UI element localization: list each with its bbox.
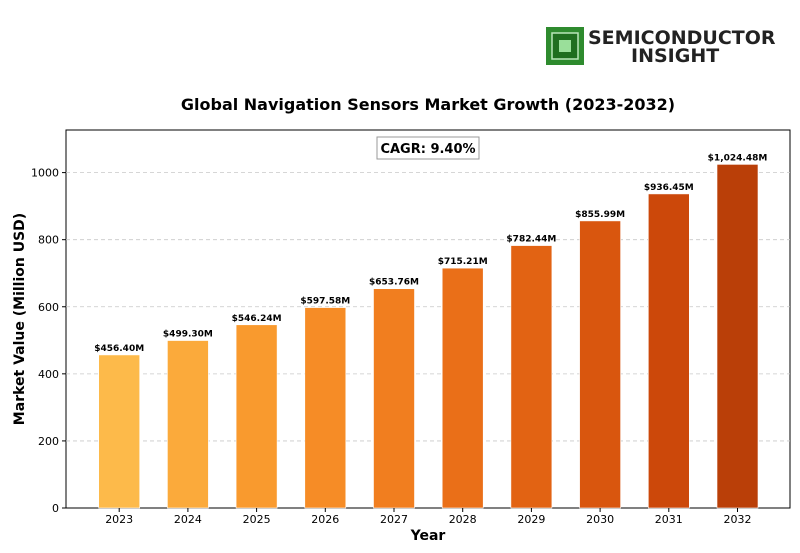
bar-2023 <box>98 354 140 509</box>
data-label-2031: $936.45M <box>644 183 694 193</box>
logo-line2: INSIGHT <box>631 45 719 67</box>
bar-2024 <box>167 340 209 509</box>
data-label-2030: $855.99M <box>575 210 625 220</box>
cagr-box <box>376 136 480 160</box>
y-tick-label: 800 <box>38 234 59 247</box>
chart-title: Global Navigation Sensors Market Growth … <box>181 95 675 114</box>
x-tick-label-2023: 2023 <box>105 513 133 526</box>
bar-2026 <box>304 307 347 509</box>
chip-logo-core <box>559 40 571 52</box>
bar-2029 <box>510 245 553 509</box>
y-tick-label: 400 <box>38 368 59 381</box>
cagr-text: CAGR: 9.40% <box>380 142 475 157</box>
bar-2028 <box>441 267 484 509</box>
bar-2025 <box>235 324 278 509</box>
x-tick-label-2032: 2032 <box>724 513 752 526</box>
y-tick-label: 0 <box>52 502 59 515</box>
x-axis-label: Year <box>410 528 446 544</box>
x-tick-label-2031: 2031 <box>655 513 683 526</box>
y-tick-label: 200 <box>38 435 59 448</box>
y-ticks: 0 200 400 600 800 1000 <box>31 167 66 515</box>
plot-frame <box>65 129 791 509</box>
bar-2031 <box>647 193 690 509</box>
logo-line1: SEMICONDUCTOR <box>588 27 776 49</box>
data-label-2026: $597.58M <box>300 297 350 307</box>
x-tick-label-2029: 2029 <box>517 513 545 526</box>
x-tick-label-2028: 2028 <box>449 513 477 526</box>
bar-2032 <box>716 164 759 509</box>
data-label-2029: $782.44M <box>506 235 556 245</box>
x-tick-label-2024: 2024 <box>174 513 202 526</box>
data-label-2024: $499.30M <box>163 330 213 340</box>
x-tick-label-2025: 2025 <box>243 513 271 526</box>
x-tick-label-2027: 2027 <box>380 513 408 526</box>
bar-2027 <box>373 288 415 509</box>
data-label-2032: $1,024.48M <box>708 153 768 163</box>
y-axis-label: Market Value (Million USD) <box>12 213 28 425</box>
y-tick-label: 600 <box>38 301 59 314</box>
x-tick-label-2030: 2030 <box>586 513 614 526</box>
logo: SEMICONDUCTOR INSIGHT <box>546 27 776 67</box>
cagr-annotation: CAGR: 9.40% <box>376 136 480 160</box>
x-ticks: 2023 2024 2025 2026 2027 2028 2029 2030 2031 2032 <box>105 508 752 526</box>
data-label-2027: $653.76M <box>369 278 419 288</box>
data-labels: $456.40M $499.30M $546.24M $597.58M $653.76M… <box>94 153 767 354</box>
y-tick-label: 1000 <box>31 167 59 180</box>
bars <box>98 164 759 509</box>
x-tick-label-2026: 2026 <box>311 513 339 526</box>
data-label-2025: $546.24M <box>232 314 282 324</box>
data-label-2023: $456.40M <box>94 344 144 354</box>
data-label-2028: $715.21M <box>438 257 488 267</box>
bar-2030 <box>579 220 621 509</box>
